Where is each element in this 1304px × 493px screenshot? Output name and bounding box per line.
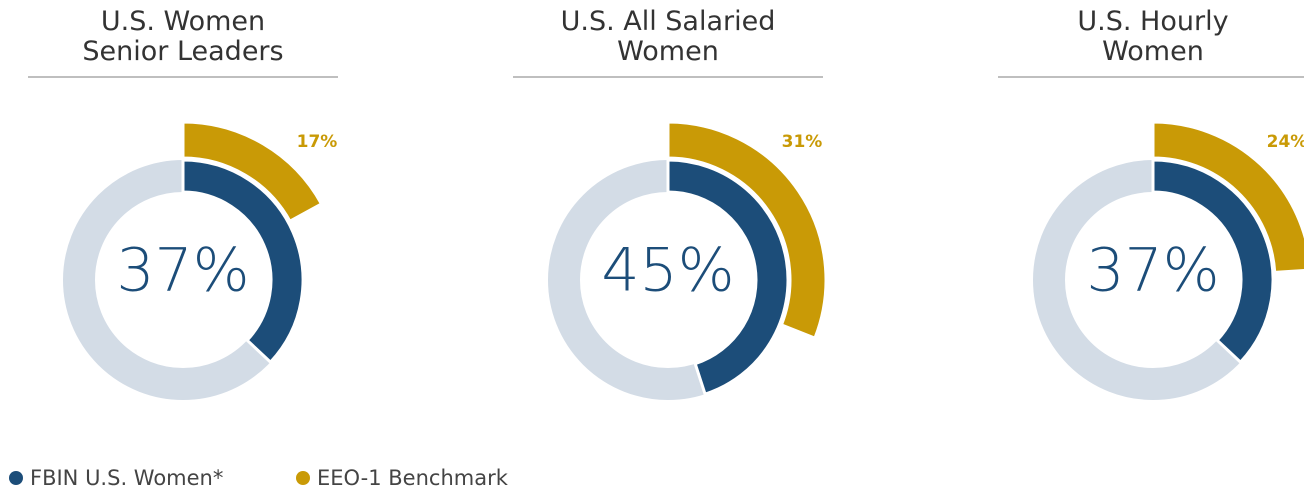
center-label: 45% [601,236,734,306]
legend-swatch [9,471,23,485]
donut-segment [181,158,305,365]
center-label: 37% [116,236,249,306]
chart-title: U.S. Hourly Women [1077,6,1228,67]
center-label: 37% [1086,236,1219,306]
benchmark-label: 24% [1267,132,1304,152]
chart-title: U.S. Women Senior Leaders [82,6,283,67]
legend-swatch [296,471,310,485]
benchmark-segment [1151,120,1304,274]
donut-segment [666,158,790,397]
benchmark-segment [181,120,324,224]
benchmark-label: 31% [782,132,823,152]
legend-label: FBIN U.S. Women* [30,466,223,490]
legend-label: EEO-1 Benchmark [317,466,509,490]
benchmark-segment [666,120,828,341]
chart-title: U.S. All Salaried Women [561,6,776,67]
donut-segment [1151,158,1275,365]
benchmark-label: 17% [297,132,338,152]
